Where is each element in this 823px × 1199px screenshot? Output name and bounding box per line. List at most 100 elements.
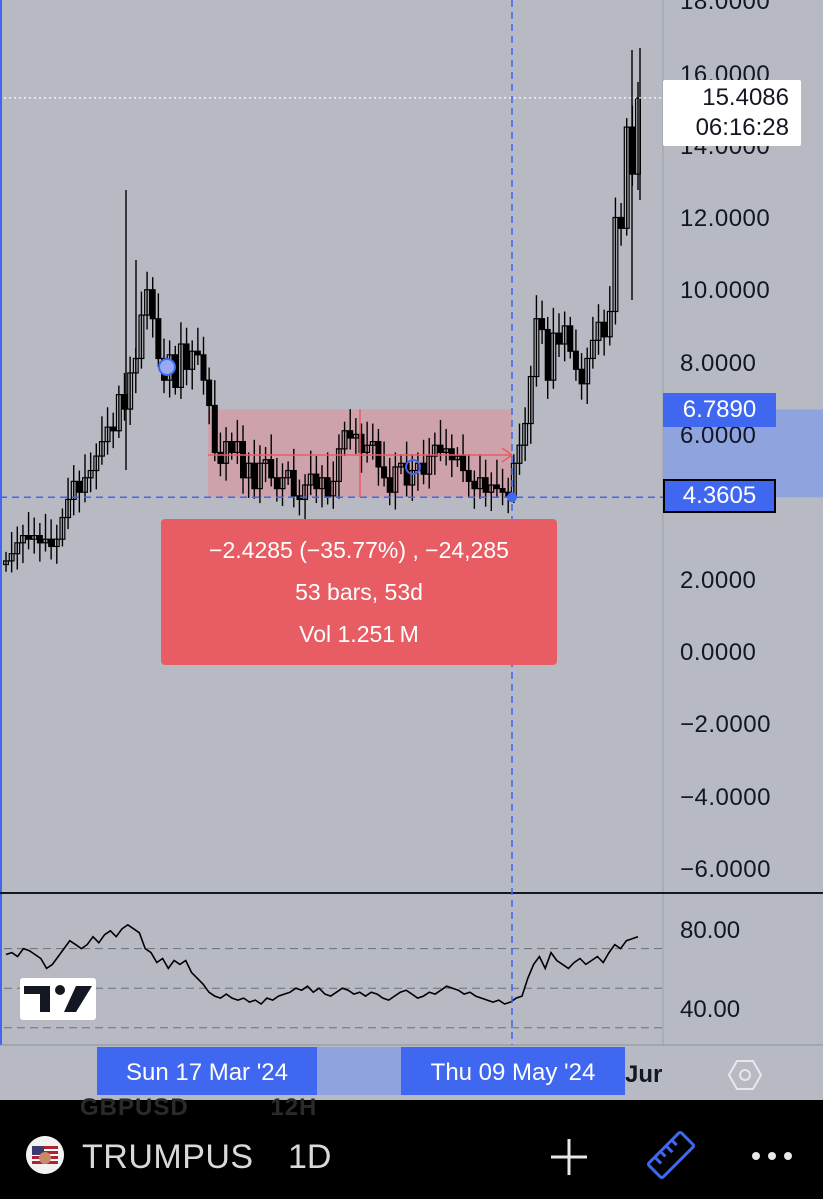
candle-body [561,325,568,345]
tradingview-logo[interactable] [20,978,96,1020]
candle-body [138,314,145,360]
price-tick-label: 10.0000 [680,277,771,305]
measure-price-change: −2.4285 (−35.77%) , −24,285 [209,537,509,563]
candle-body [522,422,529,446]
measure-high-price-label: 6.7890 [663,393,776,427]
candle-body [488,484,495,493]
candle-body [313,473,320,490]
candle-body [121,394,128,410]
candle-body [386,477,393,493]
candle-body [392,466,399,493]
candle-body [59,516,66,540]
candle-body [595,321,602,341]
candle-body [127,372,134,410]
candle-body [606,310,613,338]
measure-low-price-label: 4.3605 [663,479,776,513]
candle-body [149,289,156,320]
ghost-watchlist-row: GBPUSD 12H [80,1094,391,1122]
candle-body [104,426,111,443]
ghost-interval: 12H [270,1094,318,1121]
price-tick-label: 8.0000 [680,349,757,377]
price-tick-label: 2.0000 [680,566,757,594]
candle-body [493,484,500,490]
candle-body [19,535,26,544]
axis-settings-icon[interactable] [727,1058,763,1092]
candle-body [589,339,596,360]
candle-body [177,343,184,388]
candle-body [482,477,489,493]
candle-body [42,538,49,544]
candle-body [144,289,151,316]
candle-body [240,441,247,479]
symbol-avatar[interactable] [26,1136,64,1174]
measure-bar-count: 53 bars, 53d [295,579,423,605]
candle-body [87,469,94,479]
candle-body [31,535,38,540]
candle-body [516,444,523,464]
candle-body [290,469,297,497]
candle-body [234,441,241,454]
price-tick-label: 12.0000 [680,205,771,233]
last-price-value: 15.4086 [702,84,789,111]
candle-body [358,433,365,454]
candle-body [471,480,478,490]
measure-time-range-highlight [317,1047,401,1095]
candle-body [217,451,224,464]
ruler-icon[interactable] [646,1128,696,1182]
candle-body [527,375,534,425]
candle-body [533,318,540,378]
candle-body [324,477,331,497]
candle-body [572,350,579,370]
flag-icon [26,1136,64,1174]
ghost-symbol: GBPUSD [80,1094,189,1121]
candle-body [319,477,326,490]
candle-body [245,462,252,479]
candle-body [477,477,484,490]
x-axis-start-date-label: Sun 17 Mar '24 [97,1047,317,1095]
candle-body [65,498,72,519]
price-tick-label: −4.0000 [680,783,771,811]
candle-body [251,462,258,490]
candle-body [335,448,342,482]
candle-body [53,538,60,548]
crosshair-point [507,492,517,503]
bar-countdown: 06:16:28 [695,114,789,141]
candle-body [183,343,190,370]
candle-body [364,444,371,454]
candle-body [81,477,88,493]
symbol-name-button[interactable]: TRUMPUS [82,1138,254,1176]
candle-body [268,459,275,479]
candle-body [285,469,292,479]
price-tick-label: 18.0000 [680,0,771,16]
interval-button[interactable]: 1D [288,1138,332,1176]
candle-body [36,535,43,544]
candle-body [200,354,207,381]
drawing-anchor-handle [158,358,176,376]
more-icon[interactable] [748,1144,796,1168]
candle-body [578,368,585,385]
candle-body [228,441,235,454]
candle-body [612,216,619,313]
candle-body [369,441,376,446]
candle-body [307,473,314,486]
candle-body [14,542,21,555]
candle-body [618,216,625,229]
candle-body [110,426,117,432]
price-tick-label: 0.0000 [680,638,757,666]
candle-body [262,459,269,464]
add-icon[interactable] [548,1136,590,1178]
candle-body [98,441,105,457]
candle-body [398,462,405,468]
candle-body [409,469,416,486]
candle-body [206,379,213,407]
candle-body [211,404,218,454]
candle-body [437,444,444,454]
candle-body [194,350,201,356]
candle-body [584,357,591,385]
candle-body [567,325,574,352]
candle-body [420,462,427,475]
candle-body [330,480,337,497]
x-axis-month-label: Jur [625,1061,663,1088]
